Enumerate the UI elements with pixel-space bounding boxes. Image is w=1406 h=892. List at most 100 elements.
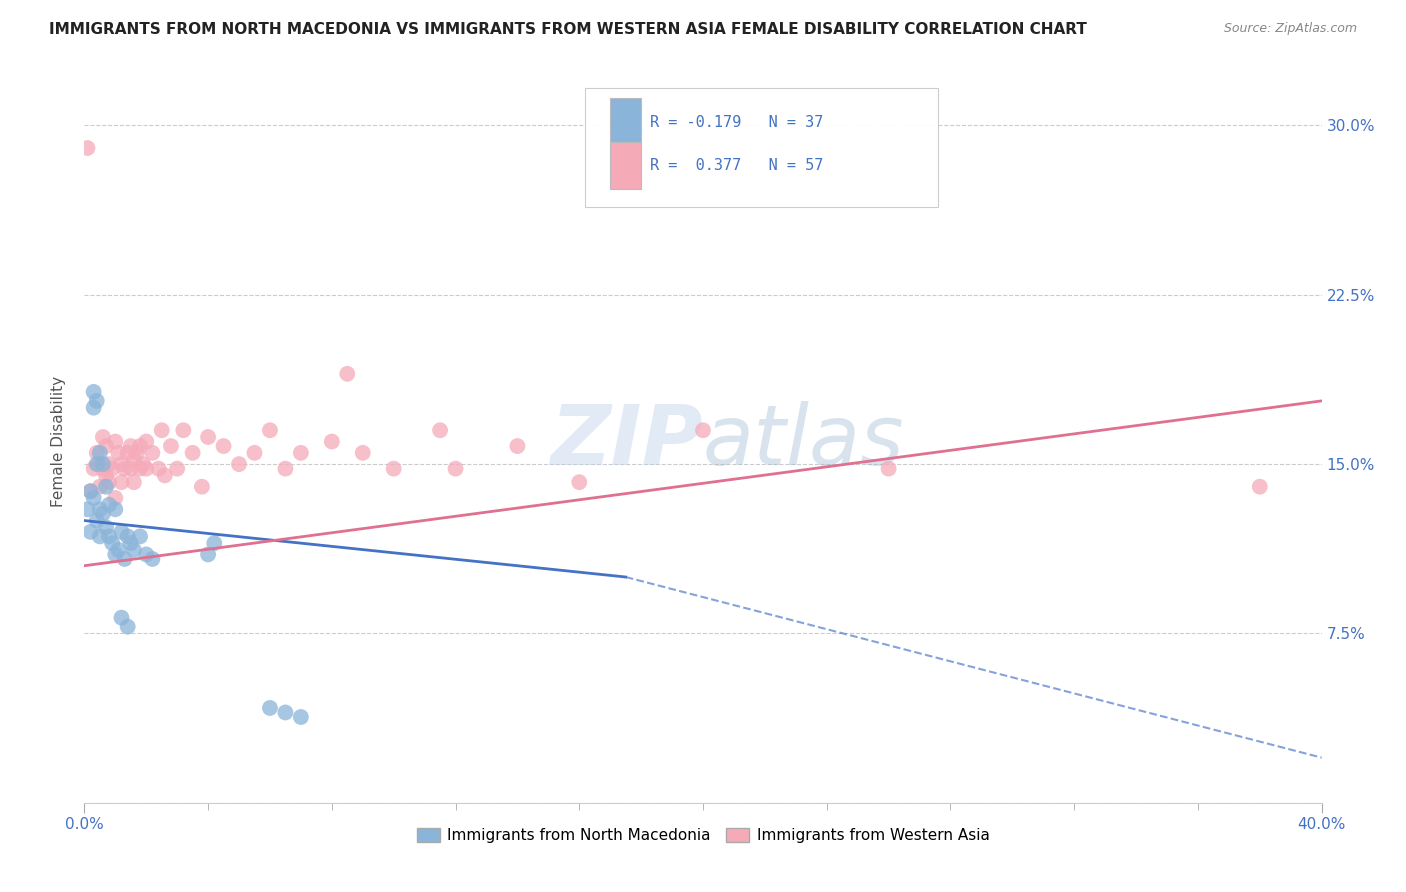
- Point: [153, 468, 176, 483]
- Point: [148, 461, 170, 475]
- Point: [110, 475, 132, 490]
- Text: ZIP: ZIP: [550, 401, 703, 482]
- Point: [79, 524, 101, 539]
- Point: [94, 468, 117, 483]
- Point: [150, 423, 173, 437]
- Text: R = -0.179   N = 37: R = -0.179 N = 37: [650, 115, 823, 129]
- Point: [104, 502, 127, 516]
- Text: Source: ZipAtlas.com: Source: ZipAtlas.com: [1223, 22, 1357, 36]
- Point: [172, 423, 194, 437]
- Point: [101, 461, 124, 475]
- Point: [141, 446, 163, 460]
- Point: [122, 542, 145, 557]
- Point: [160, 439, 183, 453]
- Point: [259, 423, 281, 437]
- Point: [110, 610, 132, 624]
- Point: [110, 457, 132, 471]
- Point: [79, 484, 101, 499]
- Point: [166, 461, 188, 475]
- Point: [86, 457, 108, 471]
- Point: [228, 457, 250, 471]
- Point: [125, 446, 148, 460]
- Point: [568, 475, 591, 490]
- Point: [89, 446, 111, 460]
- Point: [122, 452, 145, 467]
- Point: [202, 536, 225, 550]
- Point: [129, 461, 152, 475]
- Point: [429, 423, 451, 437]
- Text: IMMIGRANTS FROM NORTH MACEDONIA VS IMMIGRANTS FROM WESTERN ASIA FEMALE DISABILIT: IMMIGRANTS FROM NORTH MACEDONIA VS IMMIG…: [49, 22, 1087, 37]
- Point: [83, 461, 105, 475]
- Point: [141, 552, 163, 566]
- Point: [129, 439, 152, 453]
- Point: [197, 548, 219, 562]
- Point: [191, 480, 214, 494]
- Point: [321, 434, 343, 449]
- Point: [104, 491, 127, 505]
- Point: [129, 529, 152, 543]
- Point: [135, 434, 157, 449]
- Point: [352, 446, 374, 460]
- Point: [83, 491, 105, 505]
- Bar: [610, 142, 641, 189]
- Point: [98, 457, 121, 471]
- Point: [110, 524, 132, 539]
- Point: [79, 484, 101, 499]
- Point: [877, 461, 900, 475]
- Point: [212, 439, 235, 453]
- Point: [506, 439, 529, 453]
- Point: [382, 461, 405, 475]
- Point: [91, 507, 114, 521]
- Text: R =  0.377   N = 57: R = 0.377 N = 57: [650, 158, 823, 173]
- Point: [117, 529, 139, 543]
- Point: [117, 446, 139, 460]
- Point: [181, 446, 204, 460]
- Point: [91, 430, 114, 444]
- Point: [692, 423, 714, 437]
- Point: [89, 502, 111, 516]
- Point: [86, 393, 108, 408]
- Point: [94, 439, 117, 453]
- Point: [98, 529, 121, 543]
- Point: [120, 536, 142, 550]
- Point: [243, 446, 266, 460]
- Point: [107, 446, 129, 460]
- Point: [86, 514, 108, 528]
- Point: [94, 480, 117, 494]
- Y-axis label: Female Disability: Female Disability: [51, 376, 66, 508]
- Point: [444, 461, 467, 475]
- Point: [83, 401, 105, 415]
- Point: [91, 457, 114, 471]
- FancyBboxPatch shape: [585, 87, 938, 207]
- Point: [86, 446, 108, 460]
- Point: [290, 710, 312, 724]
- Point: [135, 461, 157, 475]
- Point: [94, 520, 117, 534]
- Point: [101, 536, 124, 550]
- Point: [98, 475, 121, 490]
- Bar: [610, 98, 641, 145]
- Point: [132, 457, 155, 471]
- Point: [274, 706, 297, 720]
- Point: [1249, 480, 1271, 494]
- Point: [120, 439, 142, 453]
- Point: [197, 430, 219, 444]
- Legend: Immigrants from North Macedonia, Immigrants from Western Asia: Immigrants from North Macedonia, Immigra…: [411, 822, 995, 849]
- Point: [290, 446, 312, 460]
- Point: [89, 457, 111, 471]
- Text: atlas: atlas: [703, 401, 904, 482]
- Point: [89, 529, 111, 543]
- Point: [114, 552, 136, 566]
- Point: [274, 461, 297, 475]
- Point: [114, 461, 136, 475]
- Point: [107, 542, 129, 557]
- Point: [104, 434, 127, 449]
- Point: [120, 461, 142, 475]
- Point: [89, 480, 111, 494]
- Point: [336, 367, 359, 381]
- Point: [122, 475, 145, 490]
- Point: [83, 384, 105, 399]
- Point: [117, 620, 139, 634]
- Point: [76, 141, 98, 155]
- Point: [91, 461, 114, 475]
